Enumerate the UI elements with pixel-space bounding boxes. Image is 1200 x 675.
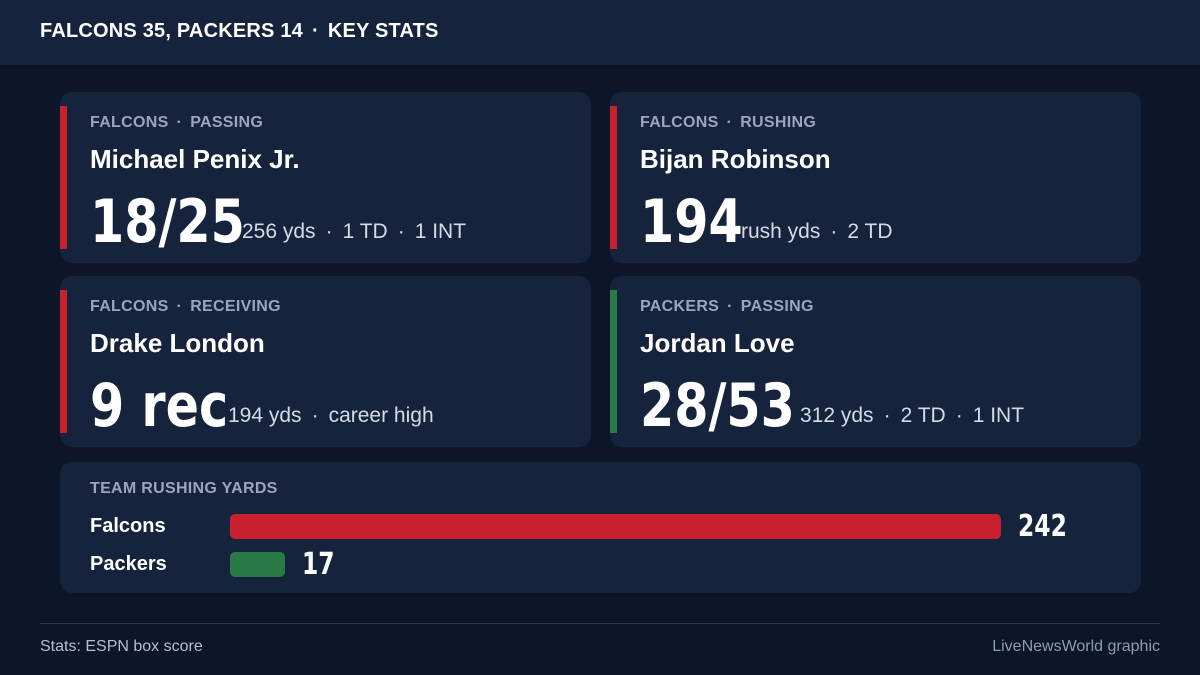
section-title: KEY STATS	[327, 20, 439, 42]
card-category: RECEIVING	[190, 298, 281, 315]
stat-row: 18/25 256 yds · 1 TD · 1 INT	[90, 188, 466, 252]
stat-detail-item: 312 yds	[800, 404, 874, 427]
card-team: FALCONS	[90, 298, 169, 315]
card-category: RUSHING	[740, 114, 817, 131]
detail-separator: ·	[325, 220, 333, 243]
stat-detail-item: rush yds	[741, 220, 821, 243]
card-category: PASSING	[190, 114, 264, 131]
graphic-credit: LiveNewsWorld graphic	[992, 638, 1160, 655]
stat-detail-item: career high	[328, 404, 434, 427]
card-label: PACKERS · PASSING	[640, 298, 814, 316]
stat-details: rush yds · 2 TD	[741, 220, 893, 244]
rushing-bar-packers	[230, 552, 285, 577]
card-accent-bar	[610, 290, 617, 433]
label-separator: ·	[176, 298, 183, 315]
rushing-bar-falcons	[230, 514, 1001, 539]
card-category: PASSING	[740, 298, 814, 315]
rushing-team-name: Falcons	[90, 515, 166, 537]
card-team: FALCONS	[640, 114, 719, 131]
player-name: Bijan Robinson	[640, 144, 831, 174]
detail-separator: ·	[397, 220, 405, 243]
score-headline: FALCONS 35, PACKERS 14	[40, 20, 303, 42]
player-name: Drake London	[90, 328, 265, 358]
detail-separator: ·	[311, 404, 319, 427]
rushing-value: 242	[1018, 509, 1067, 544]
stat-detail-item: 2 TD	[847, 220, 893, 243]
card-accent-bar	[610, 106, 617, 249]
stat-detail-item: 1 TD	[342, 220, 388, 243]
label-separator: ·	[726, 114, 733, 131]
detail-separator: ·	[830, 220, 838, 243]
header-bar: FALCONS 35, PACKERS 14 · KEY STATS	[0, 0, 1200, 65]
title-separator: ·	[311, 20, 319, 42]
stat-row: 194 rush yds · 2 TD	[640, 188, 893, 252]
rushing-value: 17	[302, 547, 335, 582]
footer-divider	[40, 623, 1160, 624]
card-accent-bar	[60, 290, 67, 433]
big-stat: 9 rec	[90, 371, 229, 441]
stat-details: 312 yds · 2 TD · 1 INT	[800, 404, 1024, 428]
stat-card-love: PACKERS · PASSING Jordan Love 28/53 312 yd…	[610, 276, 1141, 447]
stat-row: 28/53 312 yds · 2 TD · 1 INT	[640, 372, 1024, 436]
stat-details: 256 yds · 1 TD · 1 INT	[242, 220, 466, 244]
source-credit: Stats: ESPN box score	[40, 638, 203, 655]
stat-row: 9 rec 194 yds · career high	[90, 372, 434, 436]
card-team: FALCONS	[90, 114, 169, 131]
stat-detail-item: 256 yds	[242, 220, 316, 243]
card-label: FALCONS · RECEIVING	[90, 298, 281, 316]
stat-card-london: FALCONS · RECEIVING Drake London 9 rec 194…	[60, 276, 591, 447]
stat-card-penix: FALCONS · PASSING Michael Penix Jr. 18/25 …	[60, 92, 591, 263]
card-accent-bar	[60, 106, 67, 249]
stat-detail-item: 1 INT	[972, 404, 1025, 427]
stat-details: 194 yds · career high	[228, 404, 434, 428]
player-name: Michael Penix Jr.	[90, 144, 300, 174]
page-title: FALCONS 35, PACKERS 14 · KEY STATS	[40, 20, 439, 43]
card-label: FALCONS · PASSING	[90, 114, 263, 132]
card-team: PACKERS	[640, 298, 720, 315]
stat-detail-item: 1 INT	[414, 220, 467, 243]
stat-detail-item: 194 yds	[228, 404, 302, 427]
label-separator: ·	[176, 114, 183, 131]
big-stat: 18/25	[90, 187, 245, 257]
rushing-title: TEAM RUSHING YARDS	[90, 480, 278, 497]
rushing-team-name: Packers	[90, 553, 167, 575]
card-label: FALCONS · RUSHING	[640, 114, 816, 132]
stat-card-robinson: FALCONS · RUSHING Bijan Robinson 194 rush …	[610, 92, 1141, 263]
big-stat: 194	[640, 187, 743, 257]
label-separator: ·	[727, 298, 733, 315]
detail-separator: ·	[883, 404, 891, 427]
big-stat: 28/53	[640, 371, 795, 441]
team-rushing-card: TEAM RUSHING YARDS Falcons 242 Packers 1…	[60, 462, 1141, 593]
detail-separator: ·	[955, 404, 963, 427]
stat-detail-item: 2 TD	[900, 404, 946, 427]
player-name: Jordan Love	[640, 328, 795, 358]
